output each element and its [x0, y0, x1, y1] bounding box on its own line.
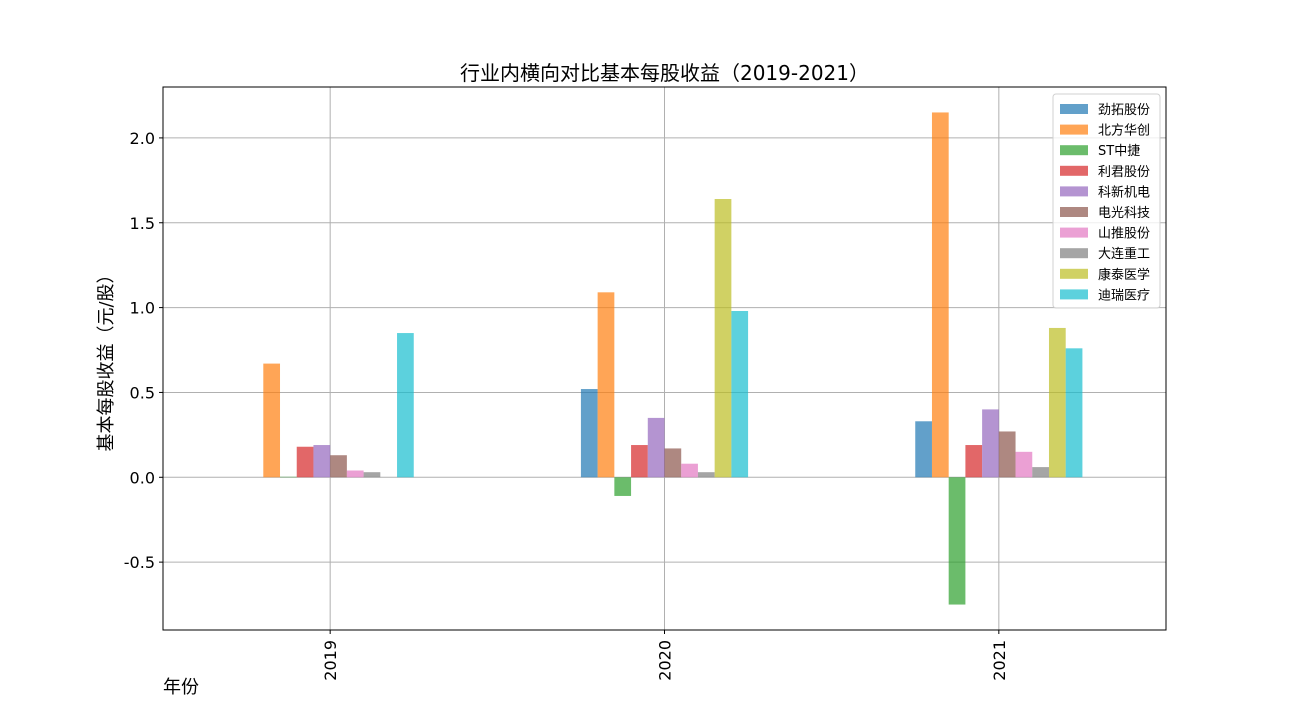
bar — [714, 198, 732, 478]
bars — [263, 112, 1083, 605]
legend-label: 大连重工 — [1098, 246, 1150, 262]
bar — [631, 445, 648, 478]
y-tick-label: 2.0 — [130, 129, 155, 148]
bar — [697, 472, 715, 478]
y-tick-label: 1.0 — [130, 299, 155, 318]
legend-swatch — [1060, 186, 1088, 197]
legend-swatch — [1060, 227, 1088, 238]
legend-swatch — [1060, 248, 1088, 259]
bar — [296, 446, 314, 478]
bar — [313, 445, 331, 478]
x-tick-label: 2019 — [321, 640, 340, 681]
y-tick-label: 0.5 — [130, 383, 155, 402]
bar — [1048, 327, 1066, 478]
y-tick-label: 0.0 — [130, 468, 155, 487]
grid-lines — [163, 87, 1166, 630]
legend-label: 北方华创 — [1098, 123, 1150, 139]
bar — [664, 448, 682, 478]
axis-ticks: -0.5 0.0 0.5 1.0 1.5 2.0 2019 2020 2021 — [124, 129, 1009, 681]
legend-label: 迪瑞医疗 — [1098, 288, 1150, 303]
bar — [346, 470, 364, 478]
bar — [681, 463, 698, 478]
chart-title: 行业内横向对比基本每股收益（2019-2021） — [460, 61, 869, 85]
bar — [597, 292, 615, 478]
legend-label: 科新机电 — [1098, 184, 1150, 200]
legend-swatch — [1060, 207, 1088, 217]
bar — [982, 409, 999, 478]
bar — [580, 389, 598, 478]
legend-swatch — [1060, 124, 1088, 135]
bar — [998, 431, 1016, 478]
bar — [965, 445, 983, 478]
bar — [614, 477, 632, 496]
bar — [647, 417, 665, 478]
bar — [263, 363, 281, 478]
legend-swatch — [1060, 104, 1088, 114]
bar — [363, 472, 381, 478]
legend-label: 康泰医学 — [1098, 267, 1150, 283]
bar — [731, 310, 749, 478]
legend-label: 电光科技 — [1098, 206, 1150, 221]
legend-swatch — [1060, 165, 1088, 176]
y-axis-label: 基本每股收益（元/股） — [96, 265, 117, 451]
bar — [397, 333, 414, 478]
legend-label: 山推股份 — [1098, 227, 1150, 242]
legend-swatch — [1060, 145, 1088, 156]
bar — [280, 476, 297, 478]
x-axis-label: 年份 — [163, 677, 199, 698]
legend-label: 劲拓股份 — [1098, 103, 1150, 118]
y-tick-label: 1.5 — [130, 214, 155, 233]
bar — [948, 477, 966, 605]
bar — [1032, 467, 1049, 478]
legend-swatch — [1060, 289, 1088, 300]
legend-label: ST中捷 — [1098, 144, 1140, 159]
bar — [1015, 451, 1033, 478]
bar — [915, 421, 932, 478]
legend-swatch — [1060, 268, 1088, 279]
x-tick-label: 2021 — [990, 640, 1009, 681]
x-tick-label: 2020 — [656, 640, 675, 681]
y-tick-label: -0.5 — [124, 553, 155, 572]
bar — [1065, 348, 1083, 478]
bar — [330, 455, 347, 478]
legend-label: 利君股份 — [1098, 165, 1150, 180]
bar — [931, 112, 949, 478]
